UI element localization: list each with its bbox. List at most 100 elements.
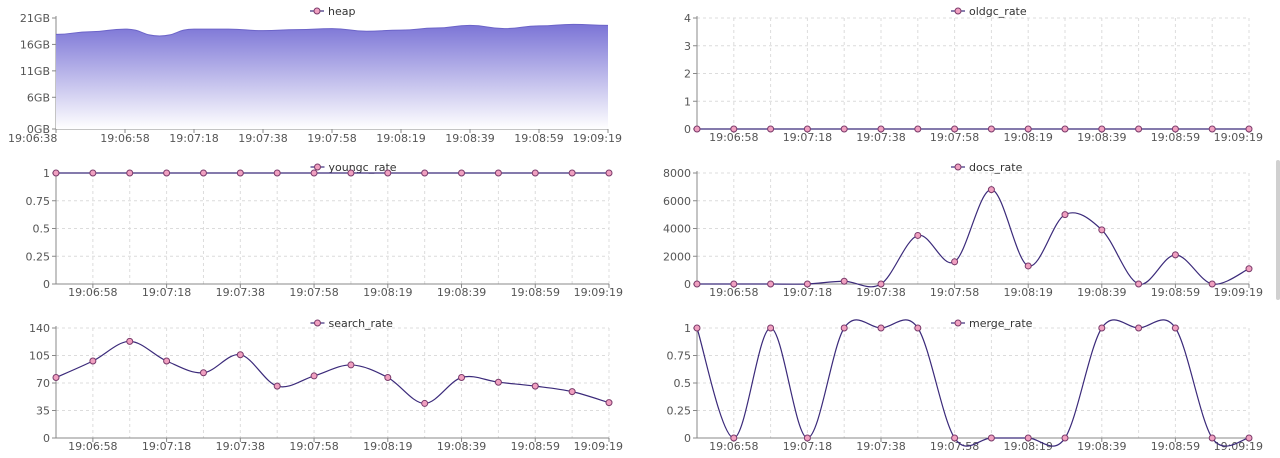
x-tick-label: 19:08:39: [1077, 440, 1126, 453]
data-point: [1024, 125, 1032, 133]
data-point: [803, 125, 811, 133]
x-tick-label: 19:08:19: [1003, 131, 1052, 144]
oldgc-rate-chart-panel: 0 1 2 3 4 19:06:58 19:07:18 19:07:38 19:07:58 19:…: [640, 0, 1280, 152]
data-point: [163, 357, 171, 365]
data-point: [1061, 125, 1069, 133]
y-tick-label: 35: [36, 405, 50, 418]
y-tick-label: 21GB: [20, 12, 50, 25]
x-tick-label: 19:09:19: [1214, 131, 1263, 144]
x-tick-label: 19:09:19: [573, 132, 622, 145]
data-point: [914, 125, 922, 133]
data-point: [1098, 324, 1106, 332]
y-tick-label: 0.5: [33, 223, 51, 236]
data-point: [987, 125, 995, 133]
x-tick-label: 19:07:18: [783, 440, 832, 453]
y-tick-label: 4: [684, 12, 691, 25]
x-tick-label: 19:07:38: [216, 286, 265, 299]
x-tick-label: 19:07:38: [856, 131, 905, 144]
x-tick-label: 19:06:58: [68, 286, 117, 299]
x-tick-label: 19:08:39: [437, 286, 486, 299]
heap-chart: 0GB 6GB 11GB 16GB 21GB 19:06:38 19:06:58 19:07:…: [8, 5, 622, 145]
x-tick-label: 19:07:38: [856, 286, 905, 299]
youngc-rate-chart-panel: 0 0.25 0.5 0.75 1 19:06:58 19:07:18 19:07:38 19:…: [0, 156, 640, 308]
data-point: [605, 169, 613, 177]
data-point: [1208, 280, 1216, 288]
heap-area: [56, 24, 608, 129]
data-point: [273, 169, 281, 177]
y-tick-label: 0: [684, 123, 691, 136]
x-tick-label: 19:08:39: [445, 132, 494, 145]
y-tick-label: 3: [684, 40, 691, 53]
data-point: [568, 388, 576, 396]
y-tick-label: 0.75: [26, 195, 51, 208]
y-tick-label: 70: [36, 377, 50, 390]
data-point: [987, 434, 995, 442]
data-point: [1245, 434, 1253, 442]
page-scrollbar[interactable]: [1276, 160, 1280, 300]
data-point: [877, 125, 885, 133]
data-point: [236, 169, 244, 177]
x-tick-label: 19:07:38: [238, 132, 287, 145]
x-tick-label: 19:07:58: [930, 131, 979, 144]
x-tick-label: 19:08:59: [1151, 440, 1200, 453]
data-point: [347, 361, 355, 369]
x-tick-label: 19:07:18: [169, 132, 218, 145]
data-point: [310, 169, 318, 177]
x-tick-label: 19:07:58: [307, 132, 356, 145]
search-rate-chart-panel: 0 35 70 105 140 19:06:58 19:07:18 19:07:38 19:07…: [0, 312, 640, 458]
y-tick-label: 105: [29, 350, 50, 363]
data-point: [89, 357, 97, 365]
y-tick-label: 1: [43, 167, 50, 180]
data-point: [163, 169, 171, 177]
y-tick-label: 6GB: [27, 91, 50, 104]
x-tick-label: 19:09:19: [574, 286, 623, 299]
data-point: [421, 399, 429, 407]
x-tick-label: 19:08:19: [376, 132, 425, 145]
search-rate-chart: 0 35 70 105 140 19:06:58 19:07:18 19:07:38 19:07…: [29, 317, 623, 453]
data-point: [458, 374, 466, 381]
data-point: [199, 369, 207, 377]
x-tick-label: 19:09:19: [1214, 440, 1263, 453]
data-point: [693, 125, 701, 133]
y-tick-label: 0.25: [26, 250, 51, 263]
x-tick-label: 19:06:58: [709, 286, 758, 299]
data-point: [767, 324, 775, 332]
merge-rate-chart-panel: 0 0.25 0.5 0.75 1 19:06:58 19:07:18 19:07:38 19:…: [640, 312, 1280, 458]
y-tick-label: 2000: [663, 250, 691, 263]
data-point: [1135, 280, 1143, 288]
data-point: [1098, 226, 1106, 234]
x-tick-label: 19:08:59: [511, 440, 560, 453]
y-tick-label: 16GB: [20, 38, 50, 51]
data-point: [730, 280, 738, 288]
data-point: [1171, 324, 1179, 332]
x-tick-label: 19:07:38: [216, 440, 265, 453]
data-point: [951, 125, 959, 133]
x-tick-label: 19:07:18: [783, 286, 832, 299]
data-point: [767, 280, 775, 288]
data-point: [347, 169, 355, 177]
data-point: [421, 169, 429, 177]
x-tick-label: 19:07:18: [142, 440, 191, 453]
x-tick-label: 19:07:38: [856, 440, 905, 453]
x-tick-label: 19:06:38: [8, 132, 57, 145]
docs_rate-series-line: [696, 189, 1250, 288]
x-tick-label: 19:07:58: [289, 286, 338, 299]
data-point: [803, 434, 811, 442]
legend-label: oldgc_rate: [969, 5, 1027, 18]
data-point: [1098, 125, 1106, 133]
legend: search_rate: [310, 317, 393, 330]
legend: docs_rate: [951, 161, 1023, 174]
legend-label: youngc_rate: [329, 161, 397, 174]
data-point: [803, 280, 811, 288]
youngc-rate-chart: 0 0.25 0.5 0.75 1 19:06:58 19:07:18 19:07:38 19:…: [26, 161, 624, 299]
legend: merge_rate: [951, 317, 1033, 330]
legend-swatch-marker: [954, 319, 962, 327]
search_rate-series-line: [55, 340, 610, 405]
merge-rate-chart: 0 0.25 0.5 0.75 1 19:06:58 19:07:18 19:07:38 19:…: [667, 317, 1264, 453]
data-point: [126, 169, 134, 177]
data-point: [1208, 125, 1216, 133]
y-tick-label: 0.25: [667, 405, 692, 418]
y-tick-label: 1: [684, 95, 691, 108]
x-tick-label: 19:09:19: [1214, 286, 1263, 299]
x-tick-label: 19:08:39: [1077, 286, 1126, 299]
